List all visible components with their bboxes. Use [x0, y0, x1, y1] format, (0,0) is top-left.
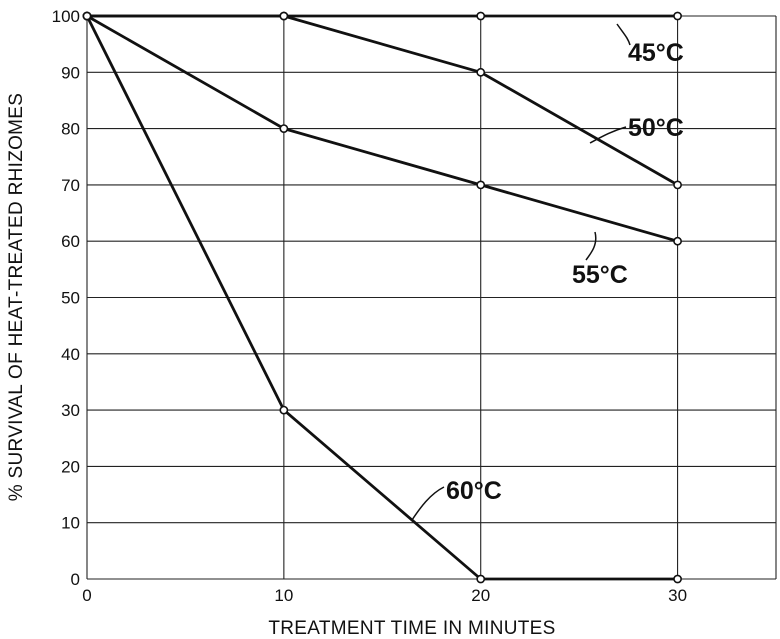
series-label: 45°C: [628, 39, 684, 67]
tick-labels: 0 10 20 30 40 50 60 70 80 90 100 0 10 20 30: [52, 7, 687, 605]
y-axis-title: % SURVIVAL OF HEAT-TREATED RHIZOMES: [6, 93, 27, 502]
y-tick-label: 80: [61, 120, 80, 139]
data-point: [476, 574, 486, 584]
data-point: [279, 124, 289, 134]
y-tick-label: 0: [71, 570, 80, 589]
y-tick-label: 10: [61, 514, 80, 533]
data-point: [476, 67, 486, 77]
y-tick-label: 100: [52, 7, 80, 26]
series-label: 60°C: [446, 477, 502, 505]
x-tick-label: 20: [471, 586, 490, 605]
data-point: [673, 11, 682, 21]
series-lines: [85, 14, 679, 581]
series-label-leader: [616, 23, 631, 46]
y-tick-label: 50: [61, 289, 80, 308]
y-tick-label: 20: [61, 457, 80, 476]
series-label-leader: [589, 126, 627, 144]
data-point: [279, 11, 289, 21]
y-tick-label: 30: [61, 401, 80, 420]
series-labels: 45°C 50°C 55°C 60°C: [411, 23, 684, 521]
x-tick-label: 10: [274, 586, 293, 605]
series-label: 50°C: [628, 114, 684, 142]
y-tick-label: 70: [61, 176, 80, 195]
y-tick-label: 90: [61, 63, 80, 82]
data-point: [476, 180, 486, 190]
series-label: 55°C: [572, 261, 628, 289]
series-label-leader: [585, 231, 597, 261]
series-line-3: [85, 15, 678, 581]
series-line-1: [87, 14, 679, 187]
y-tick-label: 60: [61, 232, 80, 251]
data-point: [279, 405, 289, 415]
data-point: [673, 236, 682, 246]
y-tick-label: 40: [61, 345, 80, 364]
data-point: [673, 180, 682, 190]
x-tick-label: 0: [82, 586, 91, 605]
series-label-leader: [411, 486, 445, 521]
series-line-2: [86, 14, 678, 243]
data-points: [82, 11, 682, 584]
x-tick-label: 30: [668, 586, 687, 605]
data-point: [476, 11, 486, 21]
grid: [86, 15, 777, 580]
data-point: [82, 11, 92, 21]
data-point: [673, 574, 682, 584]
x-axis-title: TREATMENT TIME IN MINUTES: [268, 618, 555, 639]
